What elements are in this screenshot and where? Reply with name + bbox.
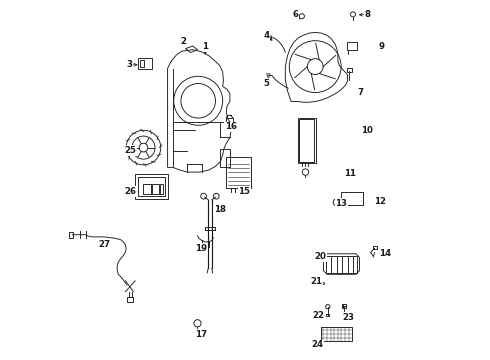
Bar — [342, 304, 346, 308]
Bar — [138, 58, 152, 69]
Text: 22: 22 — [313, 310, 325, 320]
Bar — [69, 232, 73, 238]
Text: 6: 6 — [293, 10, 298, 19]
Bar — [347, 68, 352, 72]
Text: 4: 4 — [264, 31, 270, 40]
Bar — [160, 184, 163, 194]
Text: 13: 13 — [336, 199, 347, 208]
Text: 12: 12 — [374, 197, 386, 206]
Text: 14: 14 — [379, 249, 391, 258]
Text: 8: 8 — [365, 10, 370, 19]
Text: 9: 9 — [378, 42, 384, 51]
Bar — [342, 192, 363, 205]
Text: 16: 16 — [224, 122, 237, 131]
Text: 24: 24 — [311, 341, 323, 349]
Text: 5: 5 — [264, 79, 270, 88]
Bar — [195, 330, 200, 334]
Text: 3: 3 — [126, 60, 132, 69]
Bar — [326, 256, 357, 273]
Text: 26: 26 — [124, 187, 137, 196]
Text: 7: 7 — [357, 88, 363, 97]
Bar — [226, 157, 251, 188]
Text: 21: 21 — [310, 277, 322, 286]
Bar — [373, 246, 377, 249]
Bar — [135, 174, 169, 199]
Text: 11: 11 — [344, 169, 356, 178]
Text: 25: 25 — [124, 146, 136, 155]
Bar — [321, 327, 352, 341]
Bar — [346, 42, 357, 50]
Bar — [152, 184, 159, 194]
Text: 2: 2 — [181, 37, 187, 46]
Bar — [138, 177, 165, 196]
Text: 10: 10 — [362, 126, 373, 135]
Bar — [144, 184, 151, 194]
Bar — [326, 314, 329, 316]
Text: 19: 19 — [195, 244, 207, 253]
Text: 27: 27 — [98, 240, 111, 248]
Bar — [140, 60, 144, 67]
Bar — [220, 149, 230, 167]
Text: 18: 18 — [214, 205, 226, 214]
Text: 17: 17 — [195, 330, 207, 338]
Bar — [298, 118, 316, 163]
Text: 1: 1 — [202, 42, 208, 51]
Text: 20: 20 — [315, 252, 326, 261]
Bar — [299, 119, 315, 162]
Bar — [127, 297, 133, 302]
Text: 15: 15 — [238, 187, 250, 196]
Text: 23: 23 — [343, 313, 355, 322]
Bar — [226, 118, 233, 124]
